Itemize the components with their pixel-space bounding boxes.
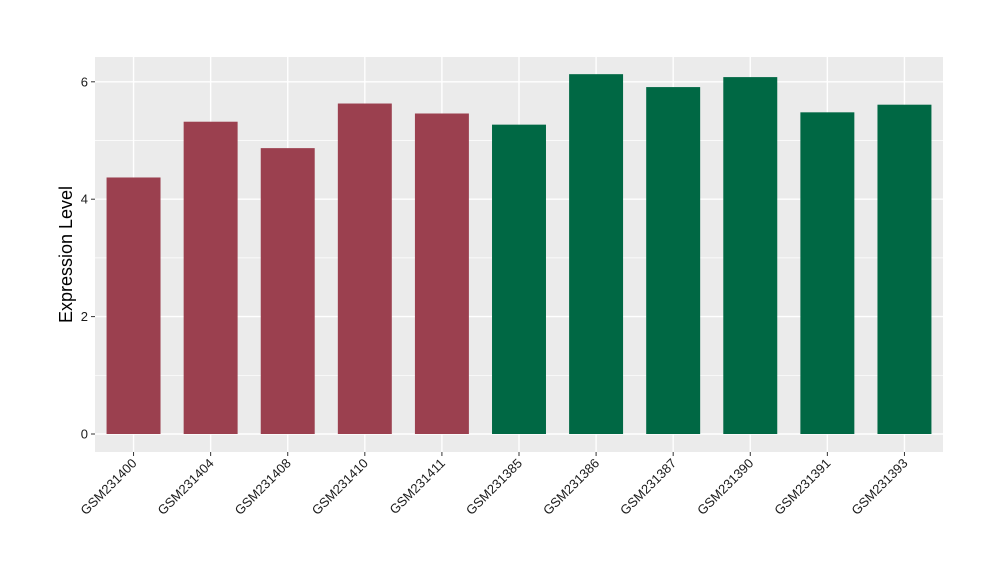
x-tick-label: GSM231386 [540,456,602,518]
bar-gsm231393 [877,104,932,435]
bar-gsm231411 [414,113,469,435]
x-tick-label: GSM231393 [848,456,910,518]
x-tick-label: GSM231391 [771,456,833,518]
bar-gsm231410 [337,103,392,435]
x-axis: GSM231400 GSM231404 GSM231408 GSM231410 GSM2… [77,452,911,518]
x-tick-label: GSM231387 [617,456,679,518]
x-tick-label: GSM231390 [694,456,756,518]
x-tick-label: GSM231400 [77,456,139,518]
x-tick-label: GSM231408 [232,456,294,518]
bar-gsm231408 [260,148,315,435]
x-tick-label: GSM231411 [386,456,448,518]
y-tick-label: 4 [81,192,88,207]
y-tick-label: 2 [81,309,88,324]
y-axis-title: Expression Level [56,186,76,323]
bar-gsm231391 [800,112,855,434]
x-tick-label: GSM231385 [463,456,525,518]
bars [106,74,932,435]
y-tick-label: 0 [81,427,88,442]
bar-gsm231390 [723,77,778,434]
bar-gsm231404 [183,121,238,434]
bar-gsm231387 [646,87,701,434]
x-tick-label: GSM231410 [309,456,371,518]
x-tick-label: GSM231404 [155,456,217,518]
bar-gsm231386 [569,74,624,434]
bar-gsm231400 [106,177,161,434]
y-axis: 0 2 4 6 [81,74,95,442]
y-tick-label: 6 [81,74,88,89]
bar-gsm231385 [492,124,546,434]
